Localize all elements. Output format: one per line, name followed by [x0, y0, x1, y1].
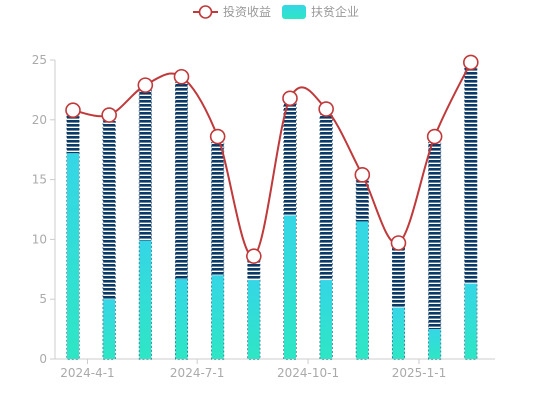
- bar-stripe-segment: [103, 120, 116, 300]
- bar-stripe-segment: [464, 68, 477, 284]
- x-tick-label: 2024-4-1: [60, 366, 114, 380]
- investment-point: [318, 101, 334, 117]
- x-tick-label: 2024-10-1: [277, 366, 339, 380]
- bar-enterprise: [67, 153, 79, 359]
- bar-stripe-segment: [356, 180, 369, 222]
- investment-point: [101, 107, 117, 123]
- bar-enterprise: [392, 307, 405, 359]
- bar-stripe-segment: [283, 103, 296, 216]
- legend-bar-icon: [282, 5, 306, 19]
- bar-enterprise: [428, 329, 441, 359]
- y-tick-label: 0: [39, 352, 47, 366]
- x-tick-label: 2024-7-1: [170, 366, 224, 380]
- investment-point: [354, 167, 371, 183]
- bar-enterprise: [356, 221, 369, 359]
- investment-point: [173, 68, 190, 85]
- y-tick-label: 5: [39, 292, 47, 306]
- bar-stripe-segment: [211, 142, 224, 276]
- investment-point: [390, 235, 407, 251]
- bar-stripe-segment: [67, 116, 79, 154]
- legend: 投资收益 扶贫企业: [193, 4, 359, 19]
- investment-point: [282, 90, 298, 107]
- investment-point: [246, 248, 262, 264]
- bar-stripe-segment: [428, 142, 441, 330]
- bar-enterprise: [139, 240, 152, 359]
- bar-stripe-segment: [175, 82, 188, 279]
- bar-enterprise: [103, 299, 116, 359]
- investment-point: [463, 54, 479, 71]
- bar-enterprise: [211, 275, 224, 359]
- investment-point: [137, 77, 154, 93]
- axes: [54, 60, 495, 360]
- legend-label-enterprise: 扶贫企业: [311, 4, 359, 19]
- bar-enterprise: [320, 280, 333, 359]
- bar-enterprise: [464, 283, 477, 359]
- investment-point: [426, 128, 443, 145]
- legend-label-investment: 投资收益: [223, 4, 271, 19]
- y-tick-label: 10: [32, 232, 47, 246]
- legend-item-investment[interactable]: 投资收益: [193, 4, 271, 19]
- x-axis-ticks: 2024-4-1 2024-7-1 2024-10-1 2025-1-1: [60, 359, 446, 380]
- legend-item-enterprise[interactable]: 扶贫企业: [282, 4, 359, 19]
- bar-enterprise: [247, 280, 260, 359]
- investment-line: [72, 61, 472, 258]
- legend-circle-icon: [198, 5, 213, 19]
- bar-stripe-segment: [139, 89, 152, 241]
- bar-stripe-segment: [392, 247, 405, 308]
- y-tick-label: 25: [32, 53, 47, 67]
- bar-enterprise: [175, 278, 188, 359]
- y-tick-label: 15: [32, 173, 47, 187]
- y-axis-ticks: 0 5 10 15 20 25: [32, 53, 55, 366]
- bar-stripe-segment: [320, 115, 333, 281]
- y-tick-label: 20: [32, 113, 47, 127]
- bar-enterprise: [283, 215, 296, 359]
- x-tick-label: 2025-1-1: [392, 366, 446, 380]
- line-series: [65, 54, 479, 264]
- bar-series: [66, 67, 478, 360]
- investment-point: [209, 128, 226, 145]
- investment-point: [65, 102, 81, 119]
- bar-stripe-segment: [247, 259, 260, 281]
